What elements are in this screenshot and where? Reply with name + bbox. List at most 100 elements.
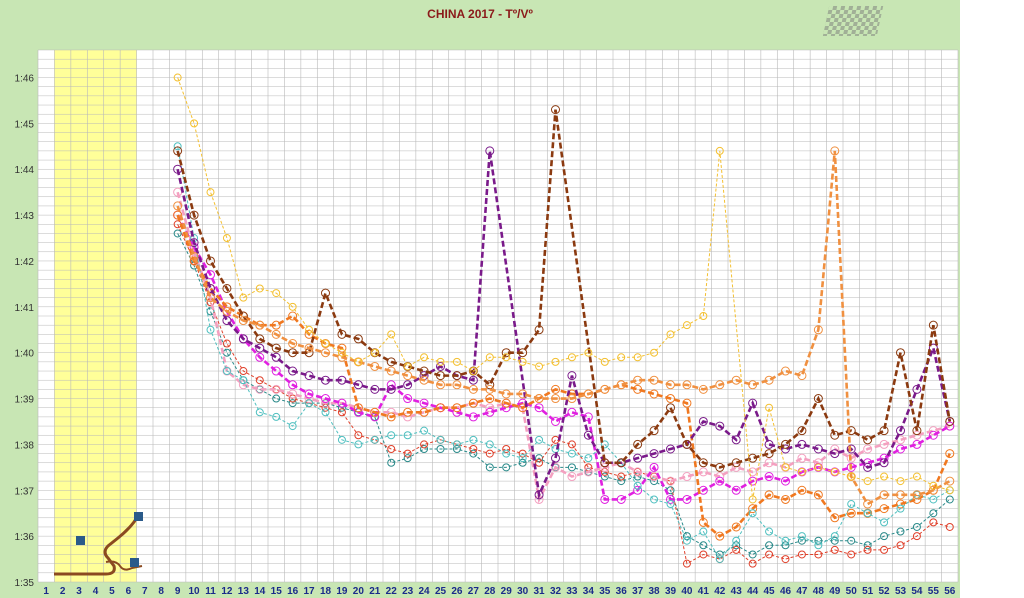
data-point (452, 357, 461, 366)
data-point (321, 394, 330, 404)
data-point (485, 463, 494, 472)
data-point (436, 357, 445, 366)
data-point (945, 421, 955, 431)
data-point (765, 541, 774, 550)
data-point (633, 453, 643, 463)
data-point (305, 325, 314, 334)
data-point (830, 532, 839, 541)
data-point (617, 353, 626, 362)
data-point (551, 105, 560, 115)
data-point (386, 384, 396, 394)
y-tick-label: 1:36 (15, 532, 35, 543)
data-point (797, 453, 807, 463)
data-point (666, 380, 675, 390)
data-point (698, 384, 708, 394)
y-tick-label: 1:41 (15, 303, 35, 314)
data-point (518, 458, 527, 467)
data-point (403, 371, 413, 381)
data-point (863, 477, 872, 486)
data-point (830, 430, 840, 440)
data-point (863, 541, 872, 550)
data-point (912, 490, 922, 500)
data-point (863, 545, 872, 554)
checkered-flag-icon (822, 6, 884, 36)
data-point (469, 449, 478, 458)
data-point (863, 462, 873, 472)
x-tick-label: 31 (534, 586, 546, 597)
data-point (650, 348, 659, 357)
data-point (731, 485, 741, 495)
data-point (896, 477, 905, 486)
data-point (912, 472, 921, 481)
data-point (255, 284, 264, 293)
data-point (797, 536, 806, 545)
data-point (337, 348, 346, 357)
series-line (177, 77, 950, 500)
data-point (354, 440, 363, 449)
data-point (502, 463, 511, 472)
data-point (781, 439, 790, 449)
data-point (501, 398, 511, 408)
data-point (272, 394, 281, 403)
track-map-icon (54, 512, 143, 576)
data-point (880, 472, 889, 481)
data-point (748, 559, 757, 568)
data-point (929, 518, 938, 527)
data-point (255, 352, 265, 362)
data-point (403, 449, 412, 458)
data-point (847, 536, 856, 545)
data-point (370, 361, 380, 371)
data-point (238, 334, 248, 344)
data-point (600, 462, 610, 472)
data-point (502, 353, 511, 362)
data-point (190, 119, 199, 128)
x-tick-label: 47 (796, 586, 808, 597)
data-point (337, 398, 347, 408)
data-point (239, 293, 248, 302)
data-point (912, 430, 922, 440)
data-point (814, 541, 823, 550)
x-tick-label: 17 (304, 586, 316, 597)
data-point (781, 494, 790, 504)
data-point (813, 325, 823, 335)
data-point (879, 490, 889, 500)
x-tick-label: 12 (221, 586, 233, 597)
data-point (764, 458, 774, 468)
data-point (353, 380, 363, 390)
data-point (502, 449, 511, 458)
data-point (239, 367, 248, 376)
x-tick-label: 51 (862, 586, 874, 597)
data-point (551, 357, 560, 366)
data-point (682, 398, 692, 408)
data-point (288, 302, 297, 311)
data-point (797, 467, 806, 476)
data-point (863, 435, 873, 445)
data-point (501, 348, 511, 358)
data-point (896, 490, 905, 500)
data-point (765, 550, 774, 559)
x-tick-label: 25 (435, 586, 447, 597)
data-point (518, 357, 527, 366)
data-point (420, 353, 429, 362)
data-point (419, 366, 429, 376)
data-point (616, 380, 626, 390)
data-point (255, 343, 265, 353)
data-point (271, 343, 281, 353)
data-point (715, 380, 725, 390)
x-tick-label: 41 (698, 586, 710, 597)
data-point (534, 490, 544, 500)
data-point (880, 532, 889, 541)
series-line (176, 150, 952, 500)
data-point (436, 403, 445, 413)
data-point (173, 146, 183, 156)
data-point (699, 550, 708, 559)
data-point (928, 426, 938, 436)
data-point (452, 440, 461, 449)
data-point (600, 440, 609, 449)
x-tick-label: 28 (484, 586, 496, 597)
data-point (731, 462, 741, 472)
data-point (288, 348, 298, 358)
data-point (189, 210, 199, 220)
data-point (666, 494, 675, 504)
data-point (485, 353, 494, 362)
